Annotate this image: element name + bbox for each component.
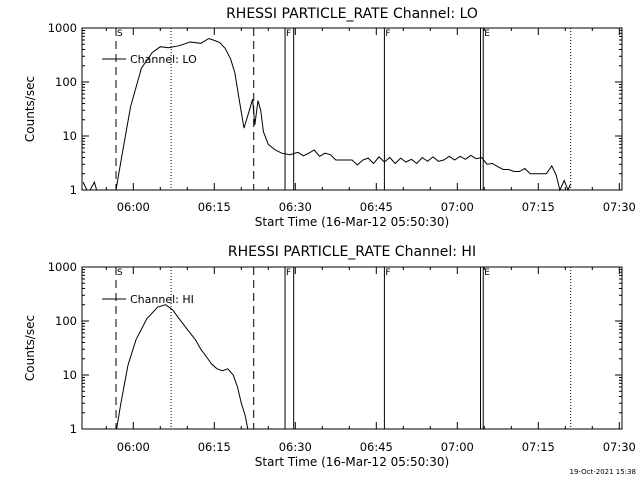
y-tick-label: 1000 bbox=[48, 21, 77, 35]
x-tick-label: 06:45 bbox=[360, 200, 393, 214]
y-axis-label: Counts/sec bbox=[23, 315, 37, 381]
flag-label: S bbox=[117, 268, 123, 278]
x-tick-label: 07:30 bbox=[603, 440, 636, 454]
x-tick-label: 07:15 bbox=[522, 200, 555, 214]
flag-label: F bbox=[385, 268, 390, 278]
x-tick-label: 06:45 bbox=[360, 440, 393, 454]
flag-label: S bbox=[117, 29, 123, 39]
y-tick-label: 100 bbox=[55, 75, 77, 89]
x-axis-label: Start Time (16-Mar-12 05:50:30) bbox=[255, 455, 449, 469]
y-tick-label: 1000 bbox=[48, 260, 77, 274]
y-tick-label: 1 bbox=[70, 422, 77, 436]
x-tick-label: 06:15 bbox=[198, 200, 231, 214]
series-line bbox=[82, 37, 572, 192]
flag-label: F bbox=[286, 29, 291, 39]
plot-frame bbox=[81, 27, 623, 191]
y-tick-label: 100 bbox=[55, 314, 77, 328]
y-tick-label: 1 bbox=[70, 183, 77, 197]
chart-title: RHESSI PARTICLE_RATE Channel: LO bbox=[226, 6, 478, 22]
legend-label: Channel: HI bbox=[130, 293, 194, 306]
x-tick-label: 06:00 bbox=[117, 200, 150, 214]
x-tick-label: 06:00 bbox=[117, 440, 150, 454]
timestamp-stamp: 19-Oct-2021 15:38 bbox=[570, 468, 636, 476]
x-tick-label: 06:15 bbox=[198, 440, 231, 454]
x-tick-label: 06:30 bbox=[279, 200, 312, 214]
lo-channel-panel: RHESSI PARTICLE_RATE Channel: LO 06:00 06:… bbox=[23, 6, 636, 229]
flag-label: F bbox=[385, 29, 390, 39]
flag-label: E bbox=[484, 29, 490, 39]
plot-frame bbox=[81, 266, 623, 430]
flag-label: E bbox=[484, 268, 490, 278]
legend-label: Channel: LO bbox=[130, 53, 197, 66]
x-tick-label: 07:00 bbox=[441, 440, 474, 454]
hi-channel-panel: RHESSI PARTICLE_RATE Channel: HI 06:00 06:… bbox=[23, 244, 636, 469]
y-tick-label: 10 bbox=[62, 129, 77, 143]
series-line bbox=[116, 304, 249, 430]
y-axis-label: Counts/sec bbox=[23, 76, 37, 142]
flag-label: F bbox=[286, 268, 291, 278]
x-tick-label: 07:00 bbox=[441, 200, 474, 214]
x-axis-label: Start Time (16-Mar-12 05:50:30) bbox=[255, 215, 449, 229]
x-tick-label: 07:30 bbox=[603, 200, 636, 214]
x-tick-label: 06:30 bbox=[279, 440, 312, 454]
chart-title: RHESSI PARTICLE_RATE Channel: HI bbox=[228, 244, 476, 260]
x-tick-label: 07:15 bbox=[522, 440, 555, 454]
y-tick-label: 10 bbox=[62, 368, 77, 382]
